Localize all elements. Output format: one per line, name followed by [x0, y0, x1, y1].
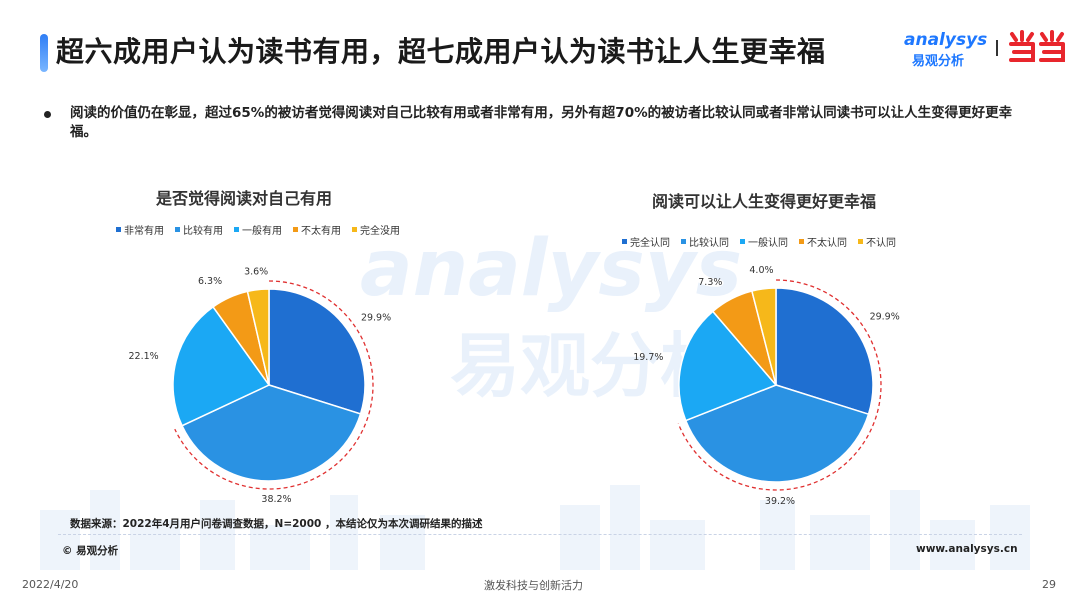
legend-label: 完全认同 — [630, 238, 670, 249]
legend-swatch — [352, 227, 357, 232]
dangdang-logo — [1009, 30, 1065, 62]
pie1-slice-0 — [268, 288, 366, 415]
legend-swatch — [681, 239, 686, 244]
pie1-label-1: 38.2% — [261, 494, 291, 505]
footer-divider — [58, 534, 1022, 535]
legend-swatch — [175, 227, 180, 232]
skyline-background — [40, 485, 1030, 570]
legend-label: 不太认同 — [807, 238, 847, 249]
copyright: © 易观分析 — [62, 545, 119, 557]
legend-swatch — [858, 239, 863, 244]
page-number: 29 — [1042, 578, 1056, 591]
legend-label: 一般认同 — [748, 238, 788, 249]
pie2-label-4: 4.0% — [749, 265, 773, 276]
pie2-slice-4 — [750, 287, 777, 386]
legend-item-0-4: 完全没用 — [352, 222, 400, 237]
pie1-slice-1 — [181, 384, 362, 482]
legend-label: 完全没用 — [360, 226, 400, 237]
legend-swatch — [740, 239, 745, 244]
chart2-legend: 完全认同 比较认同 一般认同 不太认同 不认同 — [622, 234, 896, 249]
data-source: 数据来源：2022年4月用户问卷调查数据，N=2000 ，本结论仅为本次调研结果… — [70, 518, 483, 530]
pie1-label-0: 29.9% — [361, 313, 391, 324]
pie2-label-0: 29.9% — [870, 311, 900, 322]
legend-swatch — [116, 227, 121, 232]
pie2-slice-2 — [678, 310, 778, 422]
legend-swatch — [234, 227, 239, 232]
page-title: 超六成用户认为读书有用，超七成用户认为读书让人生更幸福 — [56, 35, 826, 68]
legend-item-1-2: 一般认同 — [740, 234, 788, 249]
legend-item-0-1: 比较有用 — [175, 222, 223, 237]
summary-text: 阅读的价值仍在彰显，超过65%的被访者觉得阅读对自己比较有用或者非常有用，另外有… — [70, 105, 1013, 140]
legend-item-0-3: 不太有用 — [293, 222, 341, 237]
pie2-label-3: 7.3% — [698, 277, 722, 288]
brand-cn: 易观分析 — [912, 54, 965, 69]
chart1-legend: 非常有用 比较有用 一般有用 不太有用 完全没用 — [116, 222, 400, 237]
slogan: 激发科技与创新活力 — [484, 579, 583, 592]
pie1-label-3: 6.3% — [198, 276, 222, 287]
legend-item-0-0: 非常有用 — [116, 222, 164, 237]
bullet-dot — [44, 111, 51, 118]
logo-separator — [996, 40, 998, 56]
chart2-title: 阅读可以让人生变得更好更幸福 — [652, 192, 877, 211]
analysys-logo: analysys 易观分析 — [898, 30, 990, 70]
report-date: 2022/4/20 — [22, 578, 79, 591]
legend-item-1-3: 不太认同 — [799, 234, 847, 249]
legend-swatch — [799, 239, 804, 244]
legend-label: 比较认同 — [689, 238, 729, 249]
pie1-label-4: 3.6% — [244, 267, 268, 278]
legend-item-0-2: 一般有用 — [234, 222, 282, 237]
pie2-label-1: 39.2% — [765, 496, 795, 507]
legend-label: 不认同 — [866, 238, 896, 249]
pie2-slice-1 — [684, 384, 870, 483]
pie2-highlight-ring — [677, 279, 882, 491]
title-accent-bar — [40, 34, 48, 72]
legend-label: 非常有用 — [124, 226, 164, 237]
legend-swatch — [622, 239, 627, 244]
pie1-label-2: 22.1% — [129, 351, 159, 362]
legend-item-1-0: 完全认同 — [622, 234, 670, 249]
legend-label: 不太有用 — [301, 226, 341, 237]
chart1-title: 是否觉得阅读对自己有用 — [156, 189, 333, 208]
pie2-slice-0 — [775, 287, 874, 416]
pie2-label-2: 19.7% — [633, 352, 663, 363]
website-link[interactable]: www.analysys.cn — [916, 543, 1018, 555]
pie1-slice-2 — [172, 305, 271, 427]
pie1-slice-4 — [246, 288, 270, 386]
brand-en: analysys — [904, 30, 988, 50]
legend-swatch — [293, 227, 298, 232]
legend-label: 一般有用 — [242, 226, 282, 237]
legend-item-1-1: 比较认同 — [681, 234, 729, 249]
legend-item-1-4: 不认同 — [858, 234, 896, 249]
legend-label: 比较有用 — [183, 226, 223, 237]
